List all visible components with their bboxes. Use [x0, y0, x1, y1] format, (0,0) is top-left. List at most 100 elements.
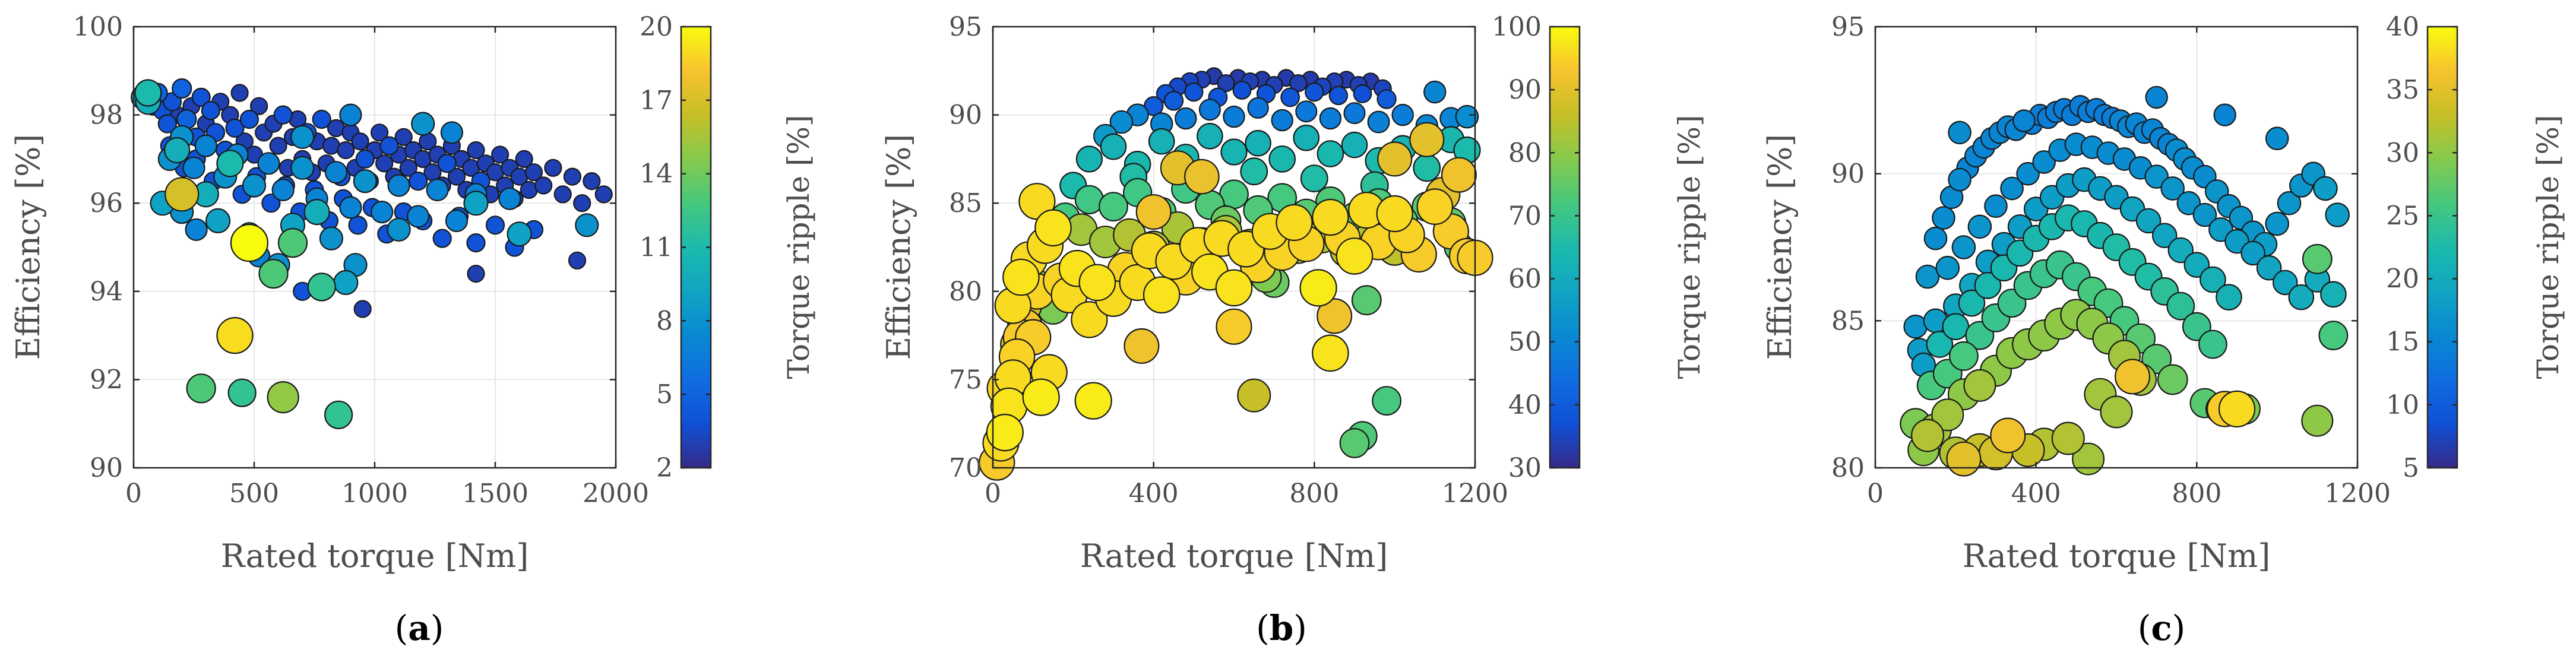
scatter-point [1336, 237, 1374, 275]
scatter-point [1967, 214, 1992, 239]
scatter-point [1293, 124, 1320, 151]
colorbar-tick-label: 30 [2386, 138, 2419, 168]
scatter-point [1353, 84, 1372, 103]
y-tick-label: 85 [1831, 306, 1865, 336]
scatter-point [1300, 164, 1328, 193]
x-tick-labels: 0 400 800 1200 [1867, 478, 2391, 509]
scatter-point [239, 109, 259, 129]
scatter-point [337, 141, 355, 160]
scatter-point [524, 163, 543, 182]
colorbar-gradient [2428, 27, 2457, 468]
scatter-points [131, 78, 613, 429]
scatter-point [408, 172, 428, 191]
scatter-point [164, 177, 200, 212]
scatter-point [2115, 359, 2151, 395]
scatter-point [2072, 442, 2105, 476]
scatter-point [339, 196, 362, 219]
scatter-point [490, 145, 509, 164]
scatter-point [437, 154, 457, 173]
scatter-point [568, 251, 587, 270]
scatter-point [1963, 369, 1996, 402]
scatter-point [1926, 331, 1954, 358]
scatter-point [467, 265, 485, 283]
scatter-point [498, 187, 521, 210]
scatter-point [1317, 298, 1353, 334]
scatter-point [348, 216, 368, 235]
colorbar-tick-labels: 5 10 15 20 25 30 35 40 [2386, 12, 2419, 483]
scatter-point [351, 132, 369, 151]
scatter-point [2288, 284, 2315, 310]
scatter-point [1317, 140, 1344, 167]
scatter-point [2200, 266, 2226, 293]
scatter-point [1124, 328, 1160, 364]
x-tick-label: 1000 [341, 478, 408, 509]
scatter-point [186, 373, 216, 404]
colorbar-tick-label: 60 [1508, 264, 1542, 294]
x-axis-label: Rated torque [Nm] [221, 537, 529, 575]
colorbar-tick-label: 20 [640, 12, 673, 42]
colorbar-tick-label: 17 [640, 85, 673, 116]
scatter-point [1923, 226, 1948, 251]
scatter-point [1339, 428, 1370, 458]
scatter-point [563, 167, 582, 186]
scatter-point [1932, 206, 1955, 230]
colorbar-tick-label: 11 [640, 233, 673, 263]
colorbar-tick-label: 15 [2386, 327, 2419, 357]
colorbar-ticks [681, 26, 711, 469]
y-tick-label: 100 [73, 12, 123, 42]
scatter-point [164, 137, 191, 164]
scatter-point [2032, 150, 2056, 174]
x-tick-label: 800 [2172, 478, 2221, 509]
scatter-point [353, 169, 377, 194]
x-axis-label: Rated torque [Nm] [1080, 537, 1388, 575]
scatter-point [1423, 80, 1447, 104]
y-tick-labels: 90 92 94 96 98 100 [73, 12, 123, 483]
scatter-point [1990, 417, 2026, 454]
scatter-point [2218, 390, 2256, 428]
scatter-point [277, 228, 308, 258]
y-tick-label: 75 [949, 365, 982, 395]
scatter-points [979, 67, 1493, 481]
scatter-point [191, 87, 211, 107]
scatter-point [467, 141, 485, 160]
scatter-point [271, 178, 295, 201]
scatter-point [1911, 419, 1945, 452]
scatter-point [411, 112, 435, 136]
scatter-point [2256, 255, 2282, 281]
scatter-point [1197, 123, 1223, 150]
colorbar-gradient [1550, 27, 1580, 468]
panel-b: 0 400 800 1200 70 75 80 85 90 95 Rated t… [880, 12, 1707, 648]
scatter-point [1034, 209, 1072, 247]
colorbar-gradient [681, 27, 711, 468]
scatter-point [2265, 126, 2289, 151]
scatter-point [1377, 141, 1413, 177]
y-tick-label: 95 [1831, 12, 1865, 42]
scatter-point [534, 176, 553, 195]
scatter-point [1974, 272, 2002, 299]
scatter-point [1002, 258, 1040, 296]
scatter-point [1240, 157, 1268, 186]
scatter-point [986, 413, 1024, 452]
scatter-point [1100, 133, 1127, 160]
axis-ticks [132, 26, 617, 469]
y-tick-label: 80 [949, 277, 982, 307]
scatter-point [1948, 341, 1979, 371]
scatter-point [157, 114, 177, 134]
scatter-point [463, 191, 489, 216]
scatter-point [216, 316, 254, 354]
plot-area-frame [992, 26, 1476, 469]
scatter-point [1232, 81, 1252, 100]
axis-ticks [992, 26, 1476, 469]
colorbar-tick-label: 50 [1508, 327, 1542, 357]
scatter-point [333, 270, 359, 295]
scatter-point [2166, 291, 2195, 321]
scatter-point [324, 161, 348, 184]
scatter-point [303, 199, 330, 226]
scatter-point [2145, 85, 2168, 109]
scatter-point [225, 118, 245, 138]
x-tick-label: 500 [229, 478, 279, 509]
scatter-point [1295, 100, 1318, 123]
scatter-point [544, 159, 562, 177]
scatter-point [1268, 145, 1296, 173]
colorbar-tick-label: 100 [1492, 12, 1542, 42]
